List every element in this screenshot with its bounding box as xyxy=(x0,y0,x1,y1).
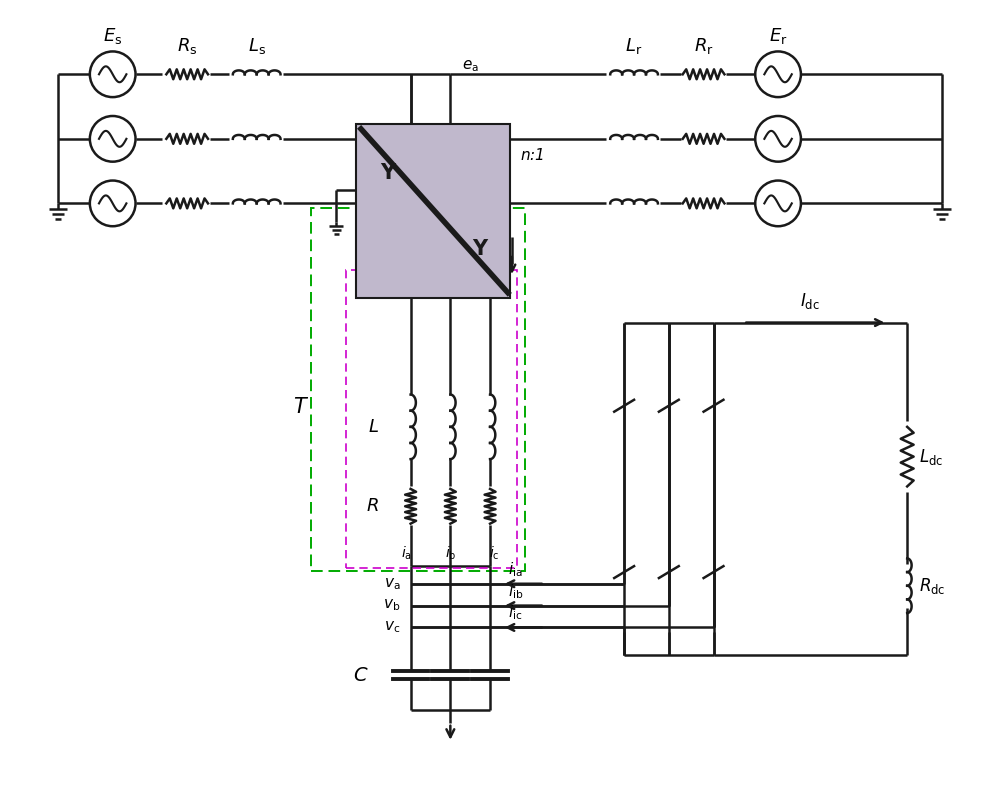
Text: $e_{\rm c}$: $e_{\rm c}$ xyxy=(462,187,479,203)
Text: $R_{\rm r}$: $R_{\rm r}$ xyxy=(694,36,713,56)
Text: $v_{\rm b}$: $v_{\rm b}$ xyxy=(383,598,401,613)
Text: $i_{\rm c}$: $i_{\rm c}$ xyxy=(489,545,499,562)
Text: $T$: $T$ xyxy=(293,397,309,417)
Text: $i_{\rm ia}$: $i_{\rm ia}$ xyxy=(508,560,523,579)
Text: $C$: $C$ xyxy=(353,666,369,684)
Bar xyxy=(346,270,517,568)
Text: $E_{\rm s}$: $E_{\rm s}$ xyxy=(103,27,122,47)
Text: $L$: $L$ xyxy=(368,418,379,436)
Text: $i_{\rm a}$: $i_{\rm a}$ xyxy=(401,545,412,562)
Text: Y: Y xyxy=(473,239,488,259)
Text: $v_{\rm c}$: $v_{\rm c}$ xyxy=(384,620,401,635)
Text: Y: Y xyxy=(380,162,395,182)
Text: $L_{\rm r}$: $L_{\rm r}$ xyxy=(625,36,643,56)
Bar xyxy=(311,208,525,571)
Text: $v_{\rm a}$: $v_{\rm a}$ xyxy=(384,576,401,592)
Bar xyxy=(356,124,510,298)
Text: $L_{\rm dc}$: $L_{\rm dc}$ xyxy=(919,446,943,466)
Text: $R_{\rm dc}$: $R_{\rm dc}$ xyxy=(919,575,946,596)
Text: $R$: $R$ xyxy=(366,497,379,516)
Text: $i_{\rm b}$: $i_{\rm b}$ xyxy=(445,545,456,562)
Text: $e_{\rm b}$: $e_{\rm b}$ xyxy=(462,123,480,139)
Text: $E_{\rm r}$: $E_{\rm r}$ xyxy=(769,27,787,47)
Text: $I_{\rm dc}$: $I_{\rm dc}$ xyxy=(800,291,820,311)
Text: $n$:1: $n$:1 xyxy=(520,147,544,163)
Text: $i_{\rm ib}$: $i_{\rm ib}$ xyxy=(508,582,523,600)
Text: $R_{\rm s}$: $R_{\rm s}$ xyxy=(177,36,197,56)
Text: $e_{\rm a}$: $e_{\rm a}$ xyxy=(462,58,479,74)
Text: $i_{\rm ic}$: $i_{\rm ic}$ xyxy=(508,604,522,622)
Text: $L_{\rm s}$: $L_{\rm s}$ xyxy=(248,36,266,56)
